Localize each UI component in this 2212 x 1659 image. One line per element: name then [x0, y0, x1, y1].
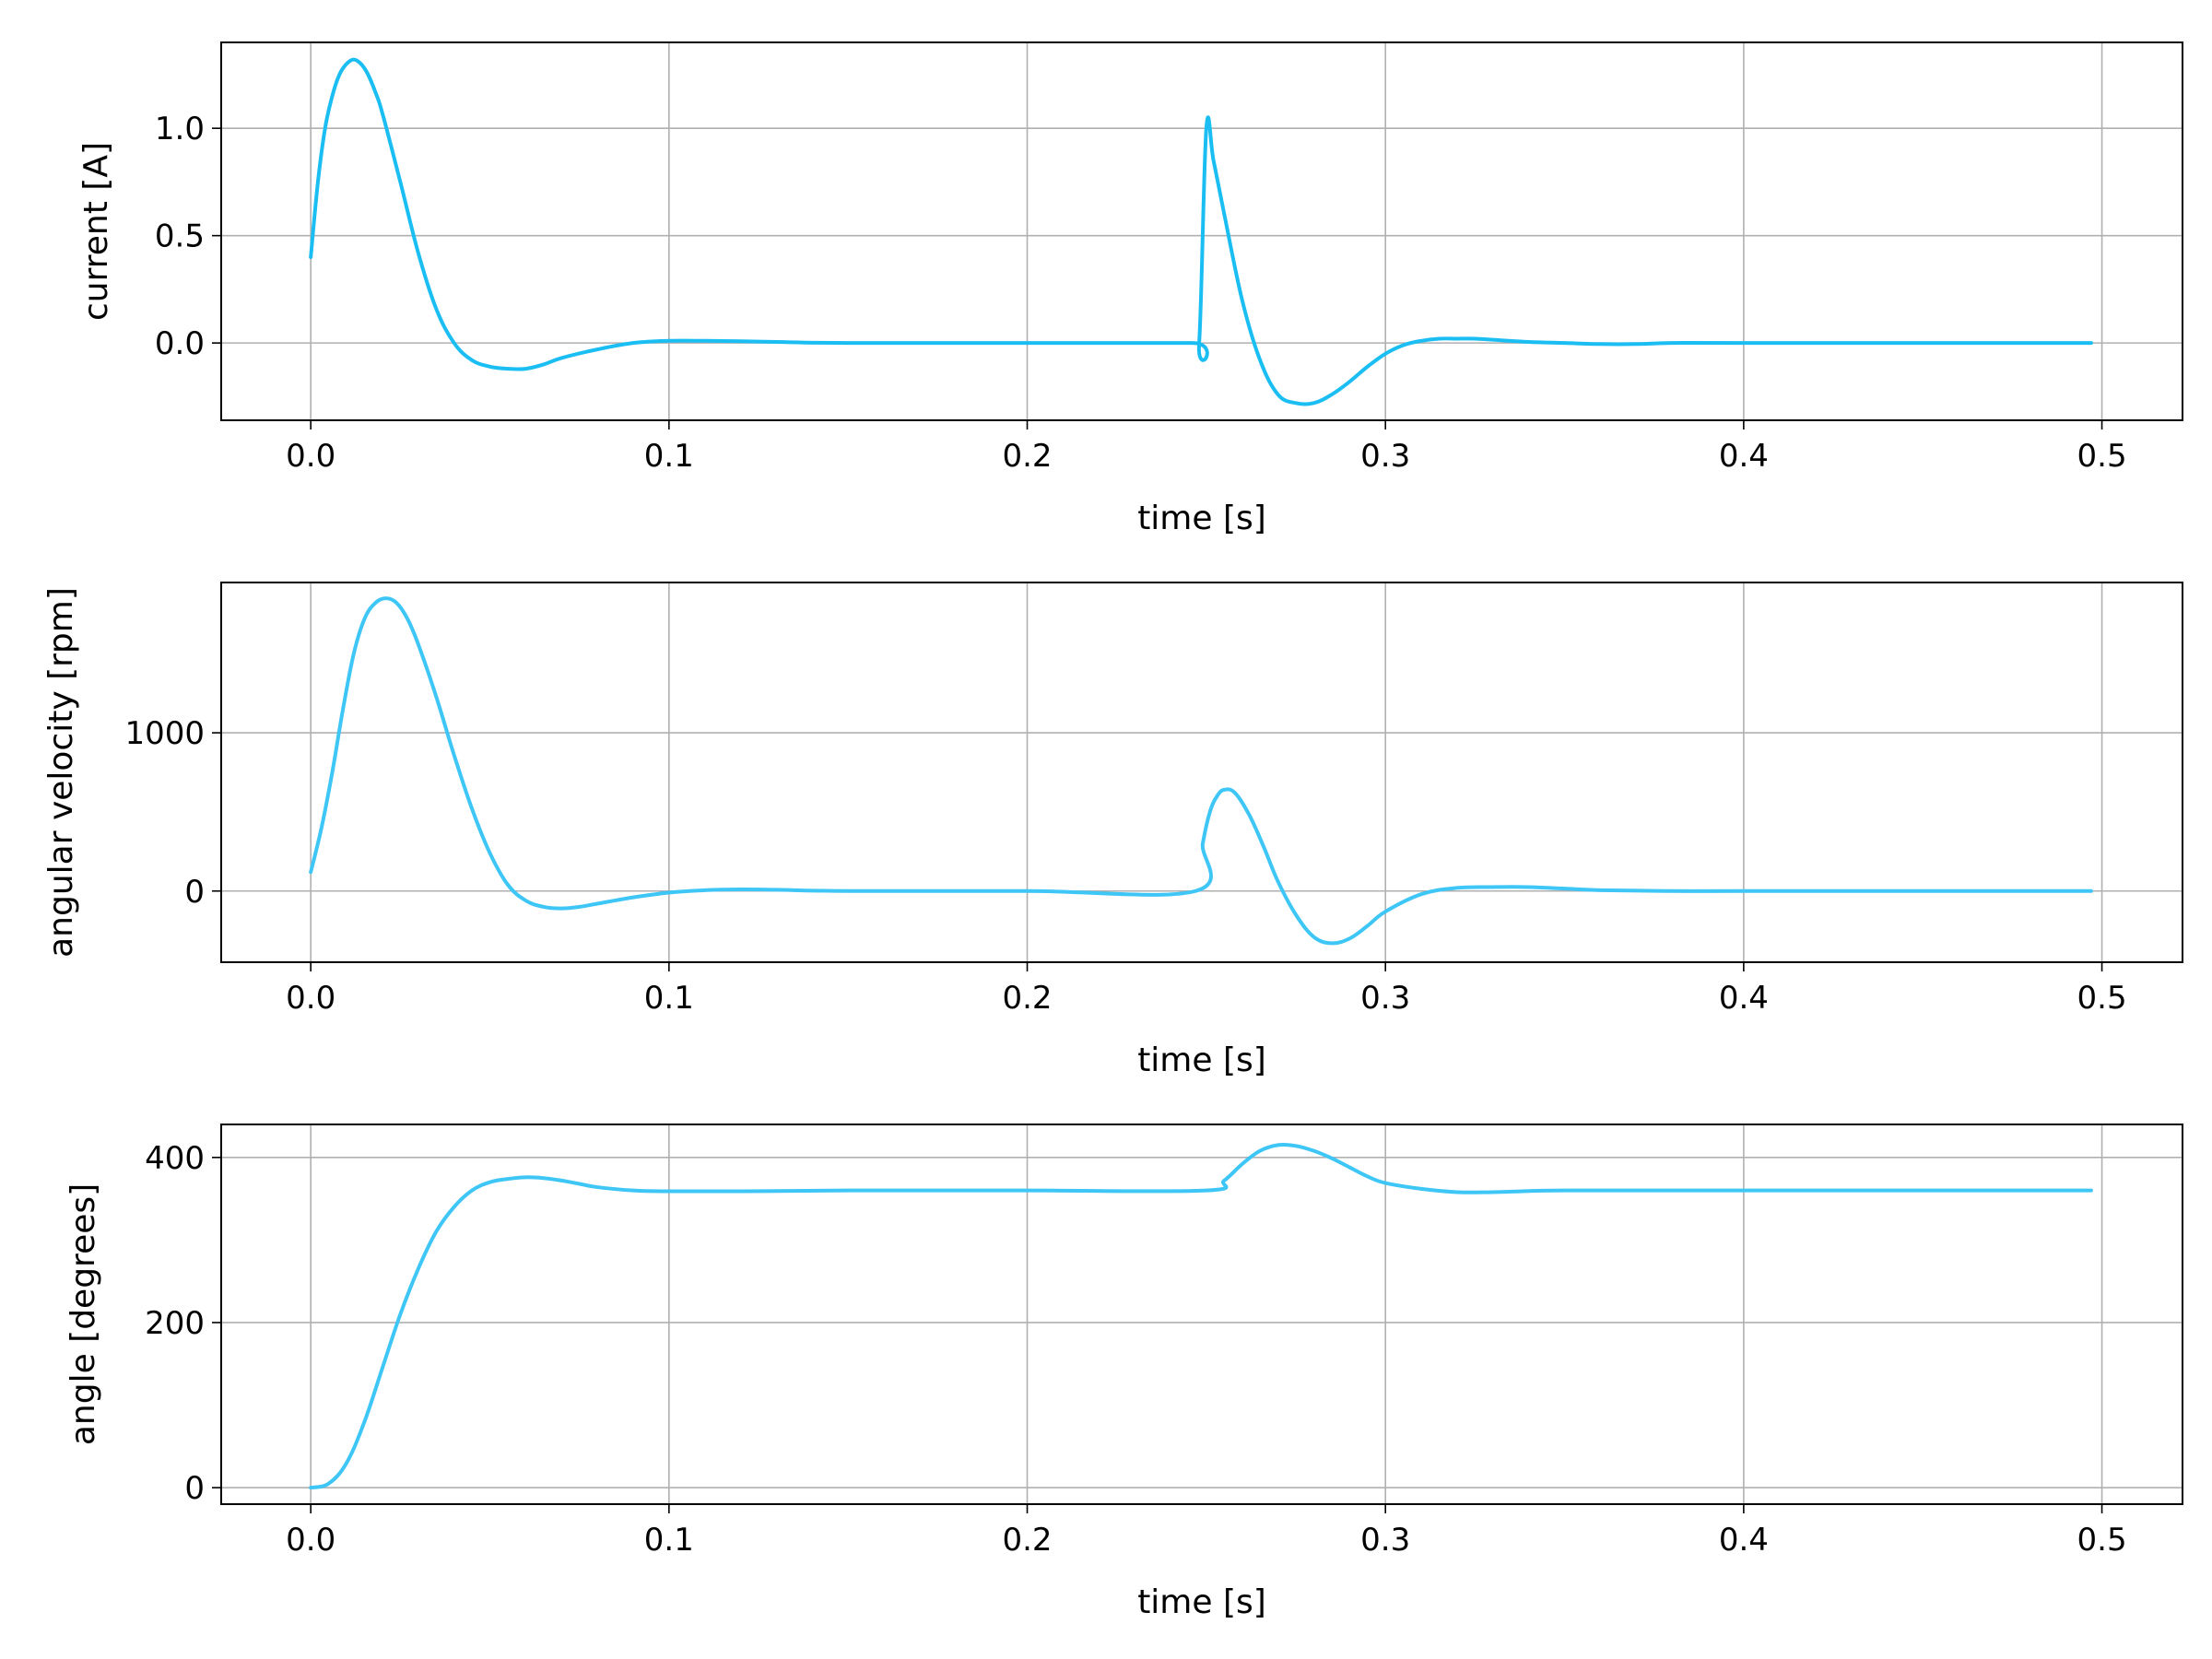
angular-velocity-axes-frame — [220, 582, 2183, 963]
angular-velocity-ticks: 0.0 0.1 0.2 0.3 0.4 0.5 0 1000 — [124, 715, 2126, 1017]
angle-x-tick-label: 0.2 — [1002, 1522, 1052, 1559]
angle-y-tick-label: 0 — [184, 1470, 205, 1507]
current-x-tick-label: 0.1 — [644, 438, 694, 475]
current-y-tick-label: 1.0 — [155, 111, 205, 147]
angular-velocity-series — [309, 596, 2093, 946]
angular-velocity-line — [309, 596, 2093, 946]
angular-velocity-y-tick-label: 0 — [184, 874, 205, 911]
angle-x-tick-label: 0.1 — [644, 1522, 694, 1559]
current-ticks: 0.0 0.1 0.2 0.3 0.4 0.5 0.0 0.5 1.0 — [155, 111, 2127, 475]
angle-y-tick-label: 200 — [145, 1305, 205, 1342]
current-axes-frame — [220, 41, 2183, 421]
angular-velocity-y-axis-label: angular velocity [rpm] — [42, 587, 80, 958]
angle-grid — [221, 1124, 2183, 1504]
current-y-axis-label: current [A] — [77, 142, 115, 321]
current-y-tick-label: 0.5 — [155, 218, 205, 255]
current-x-tick-label: 0.3 — [1360, 438, 1410, 475]
current-line — [309, 57, 2093, 406]
angular-velocity-x-tick-label: 0.1 — [644, 980, 694, 1017]
angle-y-axis-label: angle [degrees] — [65, 1183, 102, 1445]
angular-velocity-x-tick-label: 0.0 — [286, 980, 335, 1017]
angle-x-tick-label: 0.3 — [1360, 1522, 1410, 1559]
current-subplot: 0.0 0.1 0.2 0.3 0.4 0.5 0.0 0.5 1.0 time [s] cur… — [77, 41, 2183, 537]
angle-x-axis-label: time [s] — [1137, 1583, 1266, 1621]
angle-subplot: 0.0 0.1 0.2 0.3 0.4 0.5 0 200 400 time [s] angle… — [65, 1124, 2183, 1621]
angular-velocity-x-tick-label: 0.2 — [1002, 980, 1052, 1017]
current-series — [309, 57, 2093, 406]
angular-velocity-x-axis-label: time [s] — [1137, 1041, 1266, 1079]
angle-y-tick-label: 400 — [145, 1140, 205, 1177]
current-y-tick-label: 0.0 — [155, 325, 205, 362]
current-x-tick-label: 0.4 — [1719, 438, 1769, 475]
current-x-axis-label: time [s] — [1137, 500, 1266, 537]
angle-axes-frame — [220, 1124, 2183, 1505]
current-x-tick-label: 0.0 — [286, 438, 335, 475]
angle-x-tick-label: 0.5 — [2077, 1522, 2127, 1559]
current-x-tick-label: 0.5 — [2077, 438, 2127, 475]
angle-x-tick-label: 0.0 — [286, 1522, 335, 1559]
angle-series — [309, 1142, 2093, 1490]
current-x-tick-label: 0.2 — [1002, 438, 1052, 475]
angular-velocity-subplot: 0.0 0.1 0.2 0.3 0.4 0.5 0 1000 time [s] angular… — [42, 582, 2183, 1079]
angle-x-tick-label: 0.4 — [1719, 1522, 1769, 1559]
angular-velocity-x-tick-label: 0.3 — [1360, 980, 1410, 1017]
angle-ticks: 0.0 0.1 0.2 0.3 0.4 0.5 0 200 400 — [145, 1140, 2126, 1559]
angular-velocity-x-tick-label: 0.5 — [2077, 980, 2127, 1017]
angle-line — [309, 1142, 2093, 1490]
angular-velocity-y-tick-label: 1000 — [124, 715, 205, 752]
angular-velocity-x-tick-label: 0.4 — [1719, 980, 1769, 1017]
